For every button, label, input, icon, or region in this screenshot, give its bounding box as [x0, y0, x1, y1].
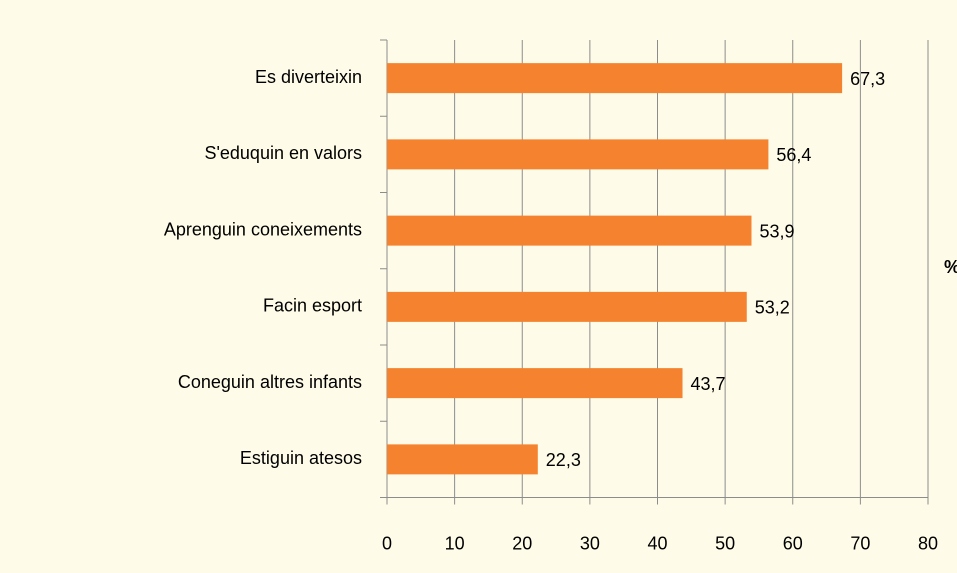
bar	[387, 444, 538, 475]
x-tick-label: 40	[647, 533, 667, 553]
value-label: 67,3	[850, 69, 885, 89]
x-tick-label: 50	[715, 533, 735, 553]
value-label: 22,3	[546, 450, 581, 470]
x-tick-label: 80	[918, 533, 938, 553]
x-tick-label: 70	[850, 533, 870, 553]
bar	[387, 63, 843, 94]
value-label: 56,4	[776, 145, 811, 165]
y-tick-label: S'eduquin en valors	[204, 143, 362, 163]
value-label: 43,7	[691, 374, 726, 394]
y-tick-label: Estiguin atesos	[240, 448, 362, 468]
bar	[387, 215, 752, 246]
x-tick-label: 30	[580, 533, 600, 553]
value-label: 53,9	[759, 221, 794, 241]
bar	[387, 291, 747, 322]
x-tick-label: 20	[512, 533, 532, 553]
bar	[387, 368, 683, 399]
y-tick-label: Coneguin altres infants	[178, 372, 362, 392]
value-label: 53,2	[755, 298, 790, 318]
x-tick-label: 60	[783, 533, 803, 553]
x-tick-label: 0	[382, 533, 392, 553]
y-tick-label: Facin esport	[263, 296, 362, 316]
bar	[387, 139, 769, 170]
x-tick-label: 10	[445, 533, 465, 553]
y-tick-label: Aprenguin coneixements	[164, 219, 362, 239]
y-tick-label: Es diverteixin	[255, 67, 362, 87]
x-axis-label: %	[944, 257, 957, 277]
